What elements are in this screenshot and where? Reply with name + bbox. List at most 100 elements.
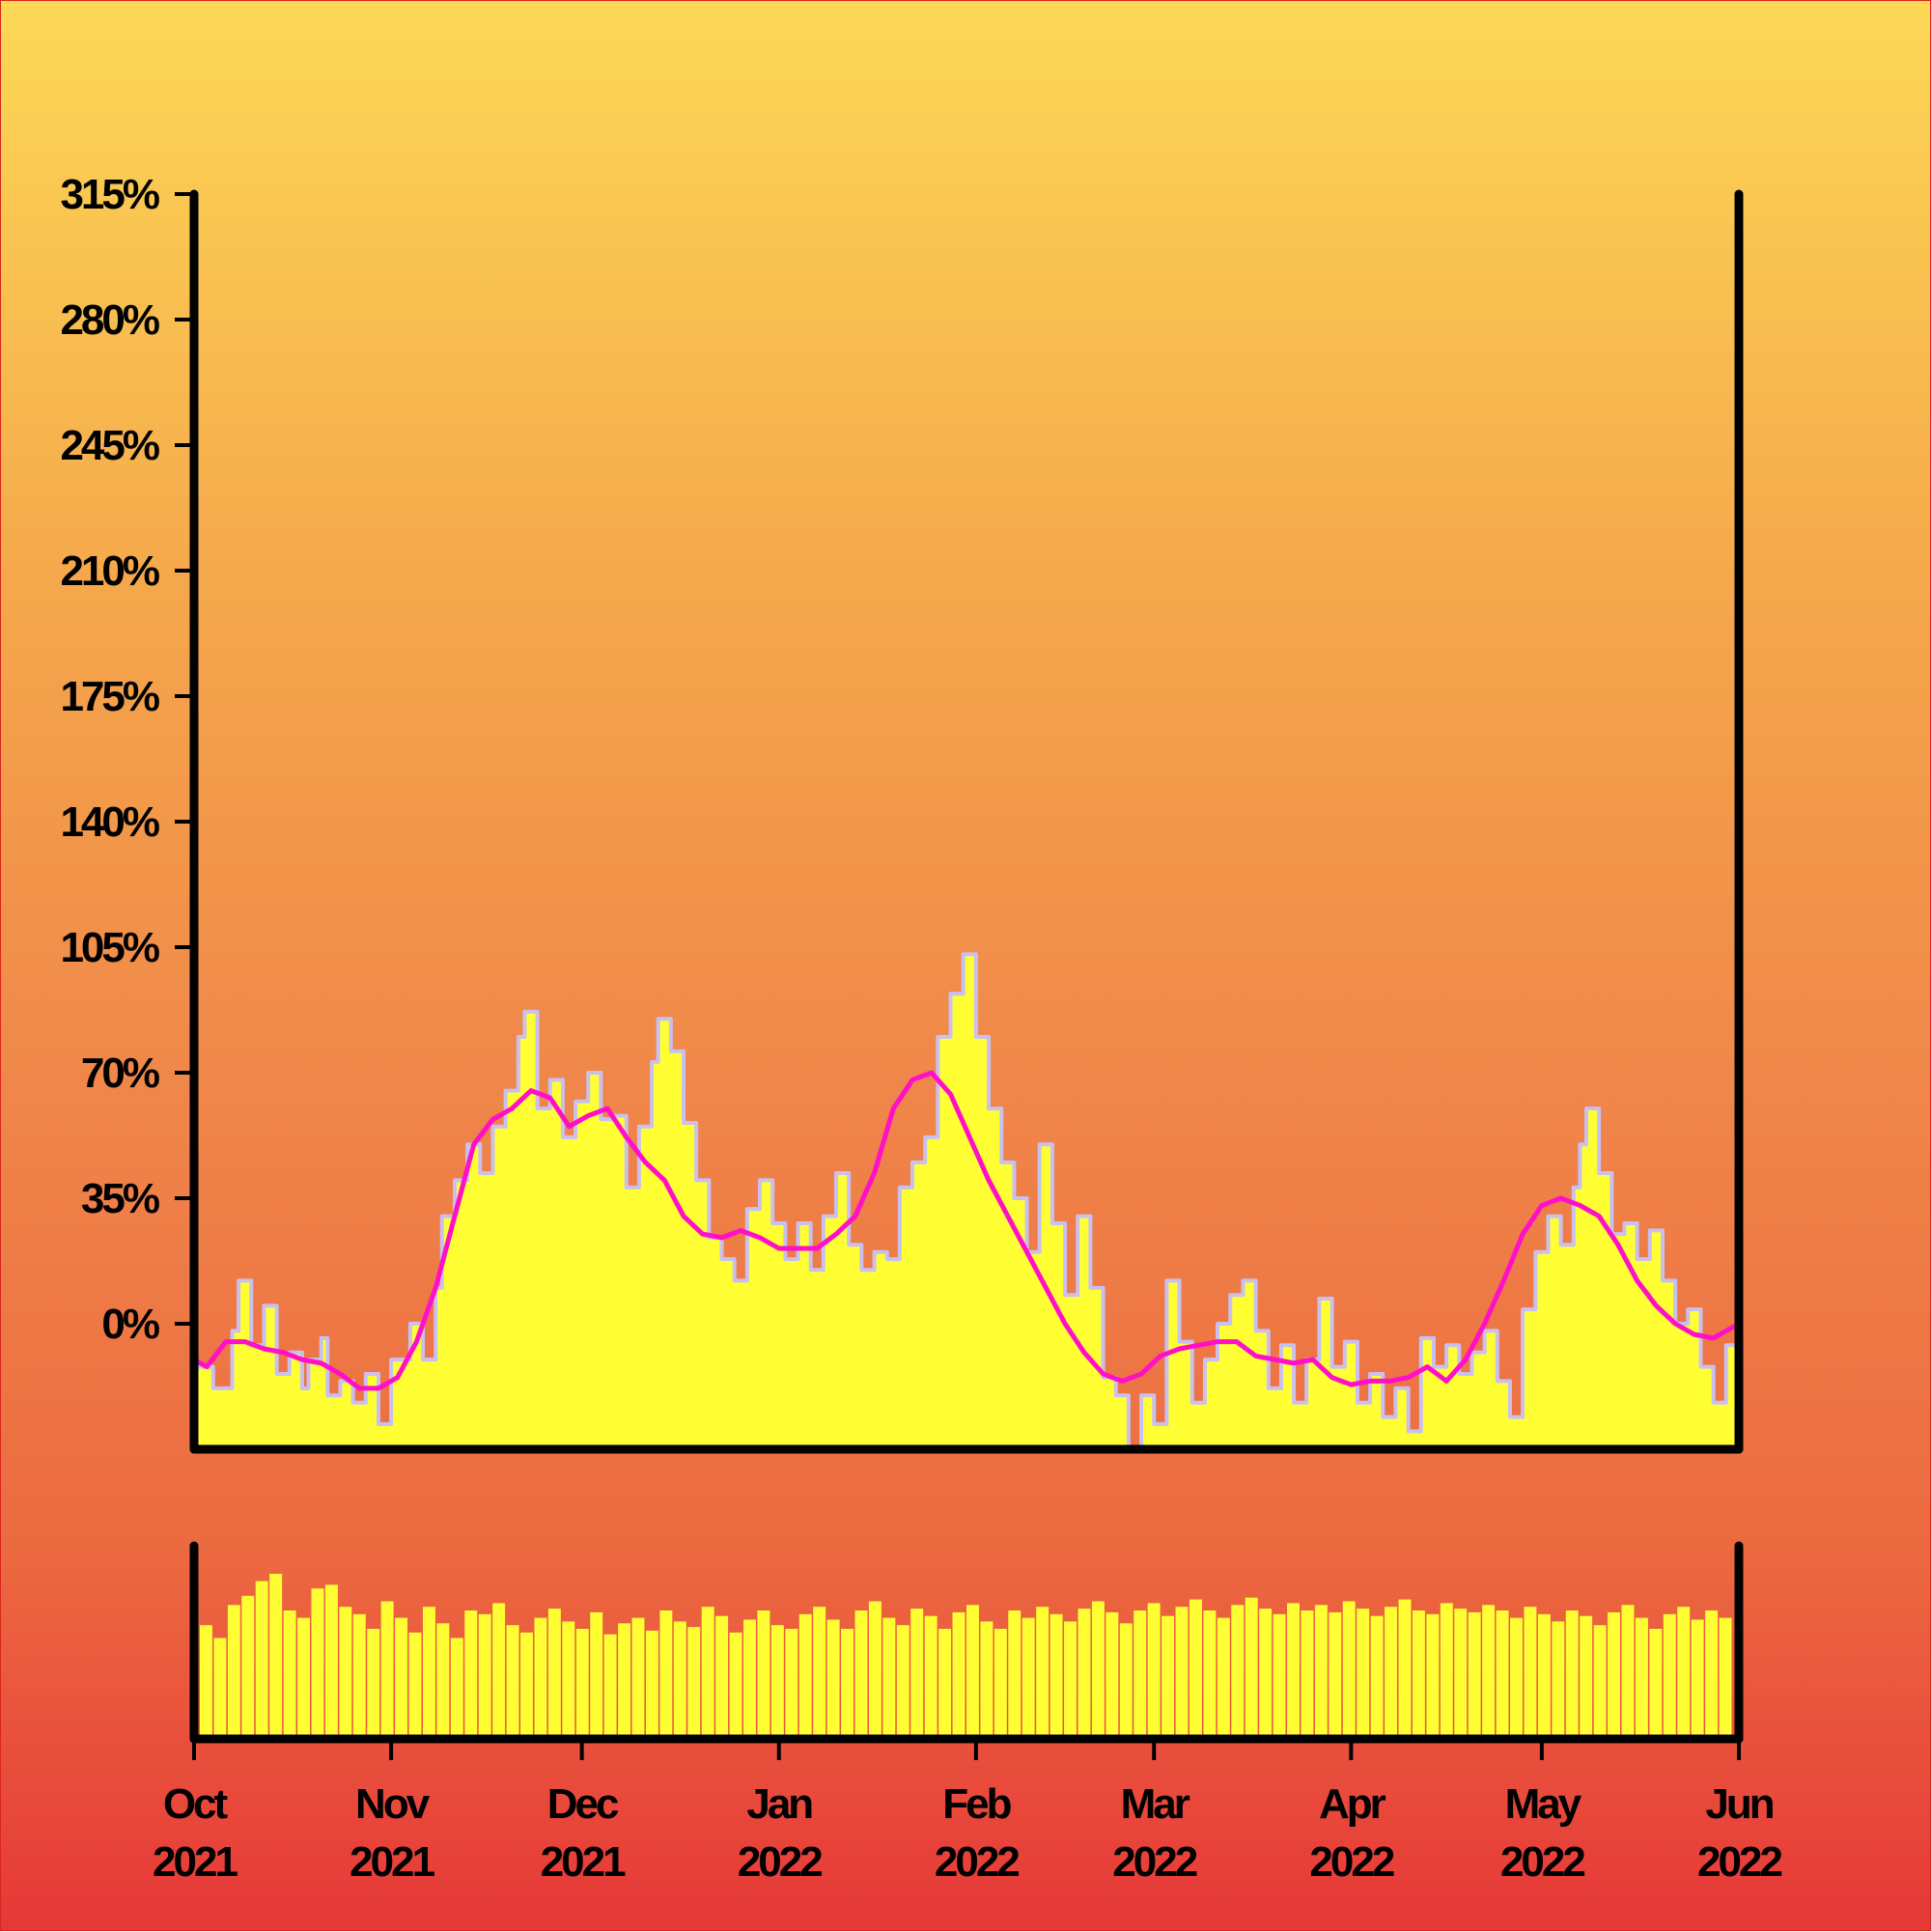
x-tick-label-year: 2022	[1697, 1838, 1781, 1886]
volume-bar	[1649, 1629, 1663, 1739]
volume-bar	[1398, 1599, 1412, 1739]
volume-bar	[1440, 1603, 1453, 1739]
volume-bar	[1203, 1610, 1217, 1739]
y-tick-label: 140%	[60, 798, 158, 846]
x-tick-label-year: 2022	[738, 1838, 822, 1886]
volume-bar	[1021, 1617, 1035, 1739]
volume-bar	[785, 1629, 798, 1739]
volume-bar	[993, 1629, 1007, 1739]
volume-bar	[1301, 1610, 1314, 1739]
y-tick-label: 280%	[60, 296, 158, 344]
volume-bar	[1231, 1605, 1245, 1739]
volume-bar	[367, 1629, 380, 1739]
volume-bar	[478, 1613, 491, 1739]
volume-bar	[339, 1607, 352, 1739]
volume-bar	[1049, 1613, 1063, 1739]
volume-bar	[715, 1615, 729, 1739]
volume-bar	[1091, 1601, 1105, 1739]
volume-bar	[1537, 1613, 1551, 1739]
volume-bar	[813, 1607, 826, 1739]
x-tick-label-month: Mar	[1121, 1780, 1190, 1828]
volume-bar	[757, 1610, 770, 1739]
volume-bar	[547, 1609, 561, 1739]
x-tick-label-year: 2021	[541, 1838, 626, 1886]
volume-bar	[1524, 1607, 1537, 1739]
volume-bar	[1119, 1623, 1133, 1739]
volume-bar	[1663, 1613, 1676, 1739]
volume-bar	[896, 1625, 910, 1739]
volume-panel	[189, 1541, 1744, 1744]
volume-bar	[380, 1601, 394, 1739]
volume-bar	[1008, 1610, 1021, 1739]
volume-bar	[1245, 1597, 1258, 1739]
x-tick-label-month: Jun	[1705, 1780, 1773, 1828]
volume-bar	[841, 1629, 854, 1739]
volume-bar	[1342, 1601, 1356, 1739]
x-tick-label-month: Oct	[163, 1780, 229, 1828]
volume-bar	[283, 1610, 296, 1739]
volume-bar	[213, 1638, 227, 1739]
volume-bar	[1496, 1610, 1509, 1739]
volume-bar	[1217, 1617, 1230, 1739]
volume-bar	[882, 1617, 896, 1739]
volume-bar	[1189, 1599, 1202, 1739]
volume-bar	[590, 1611, 603, 1739]
volume-bar	[1385, 1607, 1398, 1739]
y-axis-ticks: 315% 280% 245% 210% 175% 140% 105% 70% 35% 0%	[60, 171, 194, 1348]
x-axis-ticks: Oct 2021 Nov 2021 Dec 2021 Jan 2022 Feb 2022 Mar 20…	[153, 1739, 1784, 1886]
volume-bar	[1705, 1610, 1719, 1739]
volume-bar	[1580, 1615, 1593, 1739]
y-tick-label: 0%	[101, 1301, 158, 1348]
volume-bar	[255, 1581, 268, 1739]
volume-bar	[1133, 1610, 1147, 1739]
volume-bar	[952, 1611, 966, 1739]
volume-bar	[1635, 1617, 1648, 1739]
volume-bar	[506, 1625, 519, 1739]
x-tick-label-month: Feb	[942, 1780, 1011, 1828]
volume-bar	[395, 1617, 408, 1739]
x-tick-label-month: Jan	[746, 1780, 812, 1828]
volume-bar	[868, 1601, 882, 1739]
volume-bar	[1565, 1610, 1579, 1739]
volume-bar	[687, 1627, 701, 1739]
y-tick-label: 210%	[60, 547, 158, 595]
volume-bar	[311, 1588, 324, 1739]
volume-bar	[464, 1610, 478, 1739]
daily-values-area	[194, 954, 1739, 1449]
x-tick-label-year: 2021	[350, 1838, 434, 1886]
volume-bar	[770, 1625, 784, 1739]
volume-bar	[534, 1617, 547, 1739]
volume-bar	[1147, 1603, 1161, 1739]
volume-bar	[1273, 1613, 1286, 1739]
volume-bar	[1608, 1611, 1621, 1739]
volume-bar	[1593, 1625, 1607, 1739]
volume-bar	[297, 1617, 310, 1739]
x-tick-label-year: 2022	[1500, 1838, 1584, 1886]
volume-bar	[227, 1605, 240, 1739]
volume-bar	[729, 1632, 742, 1739]
volume-bar	[966, 1605, 979, 1739]
volume-bar	[854, 1610, 868, 1739]
volume-bar	[436, 1623, 450, 1739]
x-tick-label-month: Dec	[547, 1780, 619, 1828]
volume-bar	[200, 1625, 212, 1739]
volume-bar	[1468, 1611, 1481, 1739]
volume-bar	[520, 1632, 533, 1739]
volume-bar	[1426, 1613, 1440, 1739]
volume-bar	[1412, 1610, 1425, 1739]
volume-bar	[1510, 1617, 1523, 1739]
volume-bar	[618, 1623, 631, 1739]
volume-bar	[1105, 1611, 1119, 1739]
volume-bar	[1370, 1615, 1384, 1739]
volume-bar	[1175, 1607, 1189, 1739]
y-tick-label: 35%	[81, 1175, 159, 1222]
volume-bar	[352, 1613, 366, 1739]
volume-bar	[324, 1584, 338, 1739]
volume-bar	[1161, 1615, 1175, 1739]
price-panel	[189, 189, 1744, 1454]
volume-bar	[562, 1621, 575, 1739]
volume-bar	[1287, 1603, 1300, 1739]
volume-bar	[422, 1607, 435, 1739]
